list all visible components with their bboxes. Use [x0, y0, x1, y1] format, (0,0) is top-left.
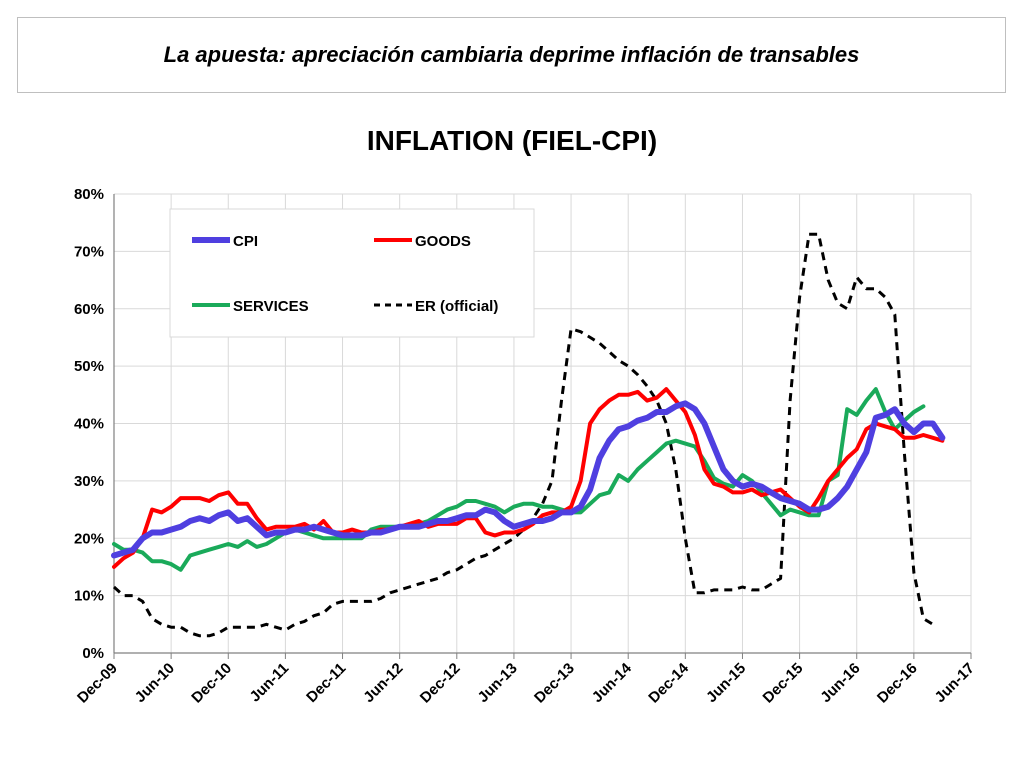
legend-label: CPI [233, 233, 258, 250]
x-tick-label: Jun-12 [360, 660, 406, 706]
y-tick-label: 60% [74, 301, 104, 318]
y-tick-label: 70% [74, 243, 104, 260]
legend-label: SERVICES [233, 298, 309, 315]
x-tick-label: Dec-15 [760, 660, 807, 707]
x-tick-label: Dec-14 [645, 659, 692, 706]
x-tick-label: Dec-16 [874, 660, 921, 707]
x-tick-label: Dec-13 [531, 660, 578, 707]
x-tick-label: Dec-12 [417, 660, 464, 707]
x-tick-label: Jun-11 [247, 660, 293, 706]
x-tick-label: Jun-13 [475, 660, 521, 706]
x-tick-label: Jun-16 [817, 660, 863, 706]
y-tick-label: 10% [74, 588, 104, 605]
legend-label: GOODS [415, 233, 471, 250]
y-tick-label: 80% [74, 186, 104, 203]
series-line-cpi [111, 400, 946, 559]
series-line-services [112, 387, 926, 572]
series-line-goods [112, 387, 945, 569]
x-tick-label: Dec-10 [188, 660, 235, 707]
y-tick-label: 0% [82, 645, 104, 662]
series-line-er-official [112, 232, 934, 638]
x-tick-label: Jun-14 [589, 659, 636, 706]
legend-label: ER (official) [415, 298, 498, 315]
y-tick-label: 30% [74, 473, 104, 490]
y-tick-label: 20% [74, 530, 104, 547]
x-tick-label: Jun-15 [703, 660, 749, 706]
y-tick-label: 50% [74, 358, 104, 375]
legend-box [169, 208, 535, 338]
x-tick-label: Jun-10 [132, 660, 178, 706]
chart-title: INFLATION (FIEL-CPI) [366, 125, 658, 156]
x-tick-label: Dec-09 [74, 660, 121, 707]
slide-title: La apuesta: apreciación cambiaria deprim… [163, 42, 860, 67]
x-tick-label: Dec-11 [303, 660, 349, 706]
y-tick-label: 40% [74, 416, 104, 433]
slide-title-banner: La apuesta: apreciación cambiaria deprim… [17, 17, 1006, 93]
x-tick-label: Jun-17 [932, 660, 978, 706]
